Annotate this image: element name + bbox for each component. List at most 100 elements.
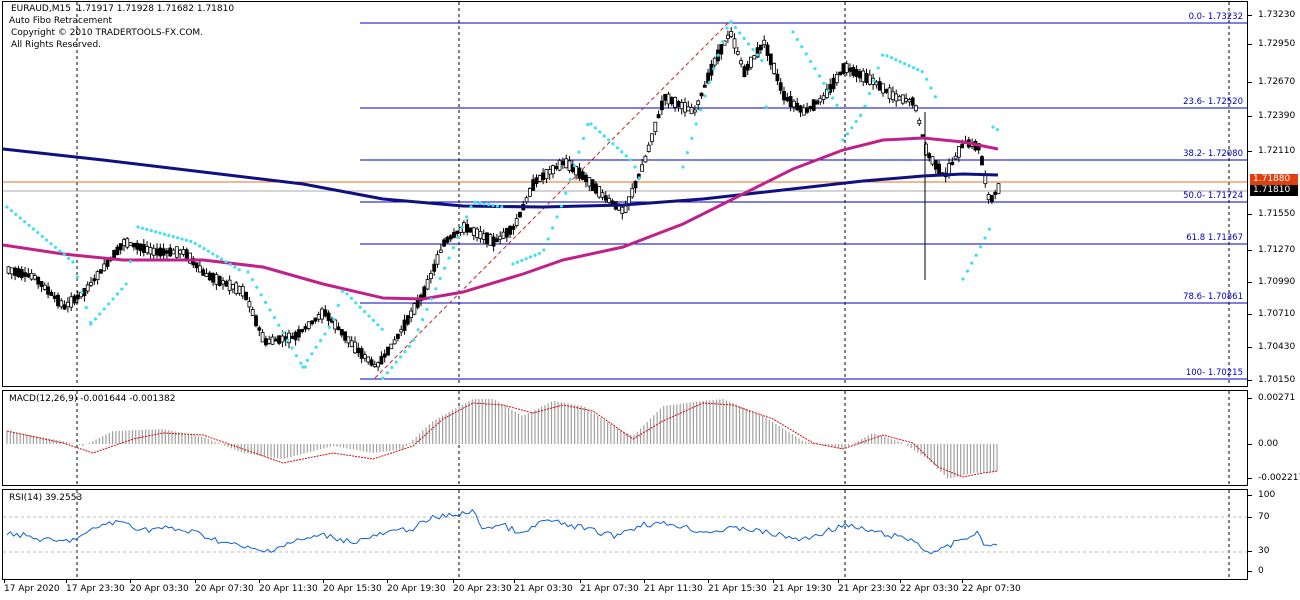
candle bbox=[343, 331, 348, 341]
candle bbox=[138, 243, 143, 252]
candle bbox=[376, 362, 381, 368]
time-label: 21 Apr 15:30 bbox=[708, 580, 767, 594]
price-chart-pane[interactable]: EURAUD,M15 1.71917 1.71928 1.71682 1.718… bbox=[2, 1, 1248, 387]
candle bbox=[399, 329, 404, 333]
candle bbox=[924, 143, 928, 156]
candle bbox=[630, 188, 635, 198]
parabolic-sar-dot bbox=[385, 371, 389, 375]
candle bbox=[937, 163, 941, 176]
parabolic-sar-dot bbox=[93, 317, 97, 321]
candle bbox=[432, 263, 437, 272]
candle bbox=[518, 211, 522, 218]
rsi-canvas[interactable] bbox=[3, 490, 1247, 579]
candle bbox=[66, 301, 70, 308]
parabolic-sar-dot bbox=[224, 260, 228, 264]
parabolic-sar-dot bbox=[546, 237, 550, 241]
parabolic-sar-dot bbox=[180, 237, 184, 241]
candle bbox=[838, 71, 842, 76]
parabolic-sar-dot bbox=[979, 245, 983, 249]
candle bbox=[191, 258, 196, 266]
candle bbox=[844, 63, 849, 73]
candle bbox=[59, 300, 64, 308]
rsi-line bbox=[6, 508, 998, 555]
candle bbox=[874, 81, 879, 86]
parabolic-sar-dot bbox=[564, 191, 568, 195]
candle bbox=[155, 248, 159, 256]
candle bbox=[666, 93, 671, 105]
parabolic-sar-dot bbox=[14, 212, 18, 216]
candle bbox=[148, 246, 153, 255]
rsi-pane[interactable]: RSI(14) 39.2553 bbox=[2, 489, 1248, 580]
time-label: 22 Apr 07:30 bbox=[962, 580, 1021, 594]
candle bbox=[762, 39, 767, 46]
time-label: 20 Apr 11:30 bbox=[259, 580, 318, 594]
parabolic-sar-dot bbox=[881, 53, 885, 57]
parabolic-sar-dot bbox=[593, 126, 598, 130]
candle bbox=[788, 96, 793, 108]
parabolic-sar-dot bbox=[80, 290, 84, 294]
candle bbox=[412, 303, 417, 315]
price-chart-canvas[interactable] bbox=[3, 2, 1247, 386]
time-label: 20 Apr 07:30 bbox=[195, 580, 254, 594]
candle bbox=[207, 272, 212, 281]
macd-pane[interactable]: MACD(12,26,9) -0.001644 -0.001382 bbox=[2, 390, 1248, 486]
candle bbox=[9, 267, 14, 275]
parabolic-sar-dot bbox=[49, 242, 53, 246]
parabolic-sar-dot bbox=[974, 253, 978, 257]
candle bbox=[425, 279, 430, 290]
parabolic-sar-dot bbox=[303, 365, 307, 369]
parabolic-sar-dot bbox=[53, 245, 58, 249]
parabolic-sar-dot bbox=[615, 146, 620, 150]
candle bbox=[62, 304, 67, 310]
candle bbox=[930, 156, 935, 165]
parabolic-sar-dot bbox=[707, 80, 712, 84]
candle bbox=[326, 312, 331, 321]
parabolic-sar-dot bbox=[841, 138, 845, 142]
parabolic-sar-dot bbox=[817, 74, 822, 78]
parabolic-sar-dot bbox=[859, 113, 863, 117]
candle bbox=[947, 163, 951, 175]
parabolic-sar-dot bbox=[760, 58, 764, 63]
candle bbox=[504, 228, 509, 238]
candle bbox=[831, 77, 836, 90]
parabolic-sar-dot bbox=[27, 223, 31, 227]
candle bbox=[594, 183, 598, 194]
candle bbox=[23, 272, 27, 277]
parabolic-sar-dot bbox=[158, 231, 162, 235]
candle bbox=[673, 96, 677, 108]
parabolic-sar-dot bbox=[107, 302, 111, 306]
parabolic-sar-dot bbox=[394, 360, 398, 364]
parabolic-sar-dot bbox=[381, 376, 385, 380]
candle bbox=[841, 63, 846, 75]
parabolic-sar-dot bbox=[58, 249, 62, 253]
parabolic-sar-dot bbox=[294, 354, 298, 358]
candle bbox=[392, 339, 397, 345]
parabolic-sar-dot bbox=[211, 252, 215, 256]
parabolic-sar-dot bbox=[961, 277, 965, 281]
parabolic-sar-dot bbox=[473, 200, 477, 204]
candle bbox=[729, 31, 734, 37]
candle bbox=[528, 187, 532, 197]
candle bbox=[448, 235, 453, 240]
candle bbox=[577, 167, 582, 179]
parabolic-sar-dot bbox=[551, 226, 555, 230]
candle bbox=[755, 47, 760, 58]
candle bbox=[590, 179, 595, 191]
macd-canvas[interactable] bbox=[3, 391, 1247, 485]
parabolic-sar-dot bbox=[367, 314, 371, 318]
macd-signal-line bbox=[6, 402, 999, 478]
parabolic-sar-dot bbox=[193, 241, 197, 245]
fibo-level-label: 61.8 1.71367 bbox=[1186, 233, 1243, 243]
candle bbox=[164, 250, 169, 254]
rsi-title: RSI(14) 39.2553 bbox=[9, 493, 83, 503]
parabolic-sar-dot bbox=[167, 233, 171, 237]
price-tick: 1.70150 bbox=[1247, 375, 1296, 385]
candle bbox=[128, 242, 133, 246]
macd-title: MACD(12,26,9) -0.001644 -0.001382 bbox=[9, 394, 176, 404]
candle bbox=[277, 335, 282, 344]
candle bbox=[141, 244, 146, 253]
parabolic-sar-dot bbox=[184, 238, 188, 242]
parabolic-sar-dot bbox=[826, 89, 830, 93]
time-label: 20 Apr 23:30 bbox=[453, 580, 512, 594]
candle bbox=[676, 100, 681, 107]
